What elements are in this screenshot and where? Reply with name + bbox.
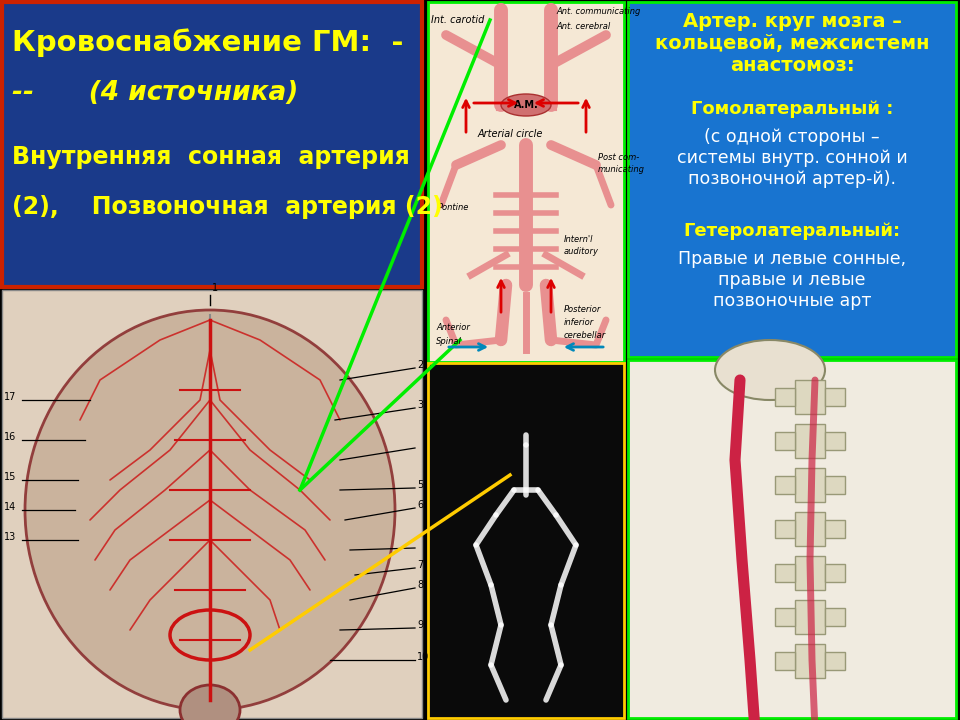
Bar <box>795 644 825 678</box>
Bar <box>795 512 825 546</box>
Text: 2: 2 <box>417 360 423 370</box>
Bar <box>775 652 795 670</box>
Bar <box>825 652 845 670</box>
Text: 9: 9 <box>417 620 423 630</box>
Bar <box>795 600 825 634</box>
Bar <box>825 476 845 494</box>
Bar <box>795 556 825 590</box>
Text: Ant. communicating: Ant. communicating <box>556 7 640 16</box>
Bar <box>825 564 845 582</box>
Bar <box>628 360 956 718</box>
Text: Arterial circle: Arterial circle <box>478 129 543 139</box>
Text: Spinal: Spinal <box>436 337 462 346</box>
Bar <box>775 564 795 582</box>
Bar <box>2 290 422 718</box>
Text: Post com-: Post com- <box>598 153 639 162</box>
Text: A.M.: A.M. <box>514 100 539 110</box>
Text: 17: 17 <box>4 392 16 402</box>
Bar <box>428 2 624 362</box>
Text: Кровоснабжение ГМ:  -: Кровоснабжение ГМ: - <box>12 28 403 57</box>
Bar <box>825 388 845 406</box>
Text: 1: 1 <box>212 283 218 293</box>
Bar <box>795 380 825 414</box>
Text: 14: 14 <box>4 502 16 512</box>
Text: cerebellar: cerebellar <box>564 331 607 340</box>
Text: 10: 10 <box>417 652 429 662</box>
Text: auditory: auditory <box>564 247 599 256</box>
Text: inferior: inferior <box>564 318 594 327</box>
Bar <box>2 2 422 287</box>
Text: Гетеролатеральный:: Гетеролатеральный: <box>684 222 900 240</box>
Ellipse shape <box>715 340 825 400</box>
Text: 13: 13 <box>4 532 16 542</box>
Text: Anterior: Anterior <box>436 323 469 332</box>
Bar <box>628 2 956 357</box>
Text: 7: 7 <box>417 560 423 570</box>
Text: 15: 15 <box>4 472 16 482</box>
Bar <box>825 520 845 538</box>
Text: Intern'l: Intern'l <box>564 235 593 244</box>
Bar <box>825 608 845 626</box>
Text: 6: 6 <box>417 500 423 510</box>
Text: --      (4 источника): -- (4 источника) <box>12 80 299 106</box>
Text: (2),    Позвоночная  артерия (2): (2), Позвоночная артерия (2) <box>12 195 443 219</box>
Bar <box>775 388 795 406</box>
Text: municating: municating <box>598 165 645 174</box>
Text: (с одной стороны –
системы внутр. сонной и
позвоночной артер-й).: (с одной стороны – системы внутр. сонной… <box>677 128 907 188</box>
Text: Int. carotid: Int. carotid <box>431 15 485 25</box>
Text: Внутренняя  сонная  артерия: Внутренняя сонная артерия <box>12 145 410 169</box>
Text: 3: 3 <box>417 400 423 410</box>
Bar <box>775 432 795 450</box>
Text: 8: 8 <box>417 580 423 590</box>
Text: Ant. cerebral: Ant. cerebral <box>556 22 611 31</box>
Ellipse shape <box>180 685 240 720</box>
Text: 16: 16 <box>4 432 16 442</box>
Text: Гомолатеральный :: Гомолатеральный : <box>691 100 893 118</box>
Bar <box>795 424 825 458</box>
Text: 5: 5 <box>417 480 423 490</box>
Text: Правые и левые сонные,
правые и левые
позвоночные арт: Правые и левые сонные, правые и левые по… <box>678 250 906 310</box>
Bar <box>775 520 795 538</box>
Bar <box>775 476 795 494</box>
Bar <box>825 432 845 450</box>
Bar <box>428 363 624 718</box>
Text: Артер. круг мозга –
кольцевой, межсистемн
анастомоз:: Артер. круг мозга – кольцевой, межсистем… <box>655 12 929 75</box>
Ellipse shape <box>501 94 551 116</box>
Bar <box>775 608 795 626</box>
Text: Pontine: Pontine <box>438 203 469 212</box>
Ellipse shape <box>25 310 395 710</box>
Text: Posterior: Posterior <box>564 305 601 314</box>
Bar <box>795 468 825 502</box>
